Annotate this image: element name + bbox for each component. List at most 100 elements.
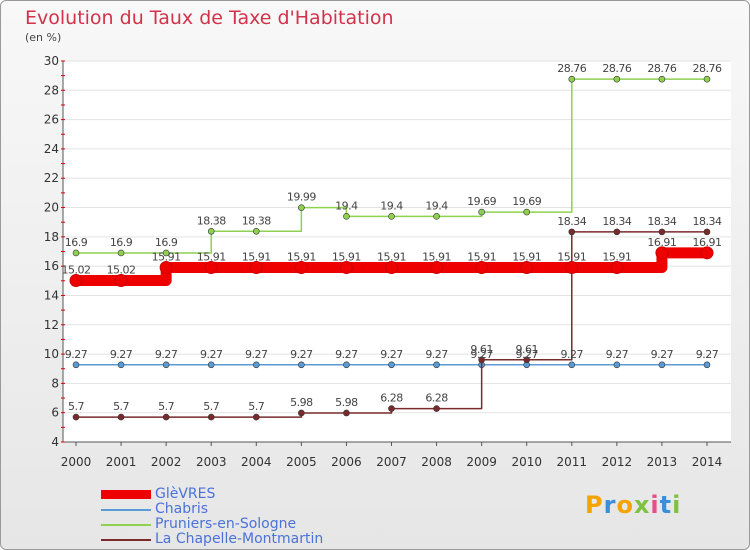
data-point: [613, 75, 621, 83]
data-point: [520, 260, 534, 274]
data-point: [252, 361, 260, 369]
data-point: [339, 260, 353, 274]
data-label: 28.76: [693, 62, 722, 75]
x-tick-label: 2009: [466, 455, 497, 469]
data-label: 9.27: [470, 348, 493, 361]
data-label: 15.91: [197, 250, 226, 263]
data-label: 9.27: [515, 348, 538, 361]
data-point: [343, 409, 350, 417]
legend-label: Pruniers-en-Sologne: [155, 516, 297, 532]
data-label: 18.34: [602, 215, 631, 228]
series-line-2: [75, 78, 708, 254]
data-label: 15.02: [107, 264, 136, 277]
data-point: [343, 361, 350, 369]
x-tick-label: 2012: [602, 455, 633, 469]
legend-label: La Chapelle-Montmartin: [155, 531, 324, 547]
data-point: [613, 228, 621, 236]
data-label: 15.91: [512, 250, 541, 263]
data-label: 9.61: [470, 343, 493, 356]
y-tick-label: 12: [44, 318, 59, 332]
data-label: 15.91: [287, 250, 316, 263]
data-point: [388, 213, 395, 220]
data-point: [204, 260, 218, 274]
data-label: 15.91: [242, 250, 271, 263]
data-label: 5.7: [68, 400, 84, 413]
data-point: [655, 246, 669, 260]
data-point: [388, 361, 395, 369]
data-point: [703, 75, 711, 83]
data-label: 15.91: [422, 250, 451, 263]
data-label: 19.4: [425, 199, 448, 212]
data-label: 5.7: [113, 400, 129, 413]
data-point: [385, 260, 398, 274]
data-label: 9.27: [200, 348, 223, 361]
legend-swatch: [101, 523, 151, 526]
logo-letter: i: [672, 491, 682, 519]
logo-letter: t: [659, 491, 673, 519]
y-tick-label: 16: [44, 259, 59, 273]
data-label: 9.27: [335, 348, 358, 361]
data-point: [252, 413, 260, 421]
data-label: 28.76: [602, 62, 631, 75]
data-label: 9.27: [65, 348, 88, 361]
data-point: [433, 405, 440, 412]
logo-letter: i: [650, 491, 660, 519]
legend-swatch: [101, 490, 151, 499]
data-point: [159, 260, 173, 274]
data-label: 5.7: [158, 400, 174, 413]
y-tick-label: 4: [51, 435, 59, 449]
logo-letter: P: [585, 491, 604, 519]
data-label: 28.76: [557, 62, 586, 75]
y-tick-label: 28: [44, 83, 59, 97]
y-tick-label: 20: [44, 201, 59, 215]
data-label: 15.91: [557, 250, 586, 263]
x-tick-label: 2002: [151, 455, 182, 469]
data-point: [568, 361, 576, 369]
y-tick-label: 22: [44, 171, 59, 185]
data-point: [207, 361, 215, 369]
logo-letter: r: [603, 491, 617, 519]
data-point: [703, 228, 711, 236]
x-tick-label: 2003: [196, 455, 227, 469]
data-label: 19.99: [287, 191, 316, 204]
data-label: 16.91: [647, 236, 676, 249]
data-point: [252, 227, 260, 235]
logo-letter: o: [616, 491, 634, 519]
data-point: [658, 361, 666, 369]
data-label: 15.91: [152, 250, 181, 263]
data-point: [298, 361, 305, 369]
x-tick-label: 2001: [106, 455, 137, 469]
y-tick-label: 18: [44, 230, 59, 244]
data-point: [249, 260, 263, 274]
legend-item: Chabris: [101, 502, 323, 517]
data-label: 5.98: [335, 396, 358, 409]
legend-label: GlèVRES: [155, 486, 216, 502]
x-tick-label: 2004: [241, 455, 272, 469]
data-point: [162, 249, 170, 257]
y-tick-label: 10: [44, 347, 59, 361]
data-point: [610, 260, 624, 274]
data-label: 16.91: [693, 236, 722, 249]
data-point: [117, 413, 125, 421]
data-label: 15.91: [467, 250, 496, 263]
data-point: [72, 361, 80, 369]
data-point: [523, 356, 531, 364]
data-label: 16.9: [155, 236, 178, 249]
data-label: 19.69: [467, 195, 496, 208]
data-point: [207, 227, 215, 235]
data-point: [700, 246, 714, 260]
data-point: [703, 361, 711, 369]
data-label: 9.61: [515, 343, 538, 356]
data-point: [298, 409, 305, 417]
logo-letter: x: [633, 491, 651, 519]
x-tick-label: 2008: [421, 455, 452, 469]
data-point: [568, 75, 576, 83]
data-label: 18.34: [693, 215, 722, 228]
data-label: 15.91: [377, 250, 406, 263]
legend: GlèVRES Chabris Pruniers-en-Sologne La Chap…: [101, 487, 323, 547]
proxiti-logo: Proxiti: [585, 491, 681, 519]
plot-area: [63, 61, 731, 442]
data-point: [658, 75, 666, 83]
data-label: 5.7: [203, 400, 219, 413]
data-label: 9.27: [245, 348, 268, 361]
